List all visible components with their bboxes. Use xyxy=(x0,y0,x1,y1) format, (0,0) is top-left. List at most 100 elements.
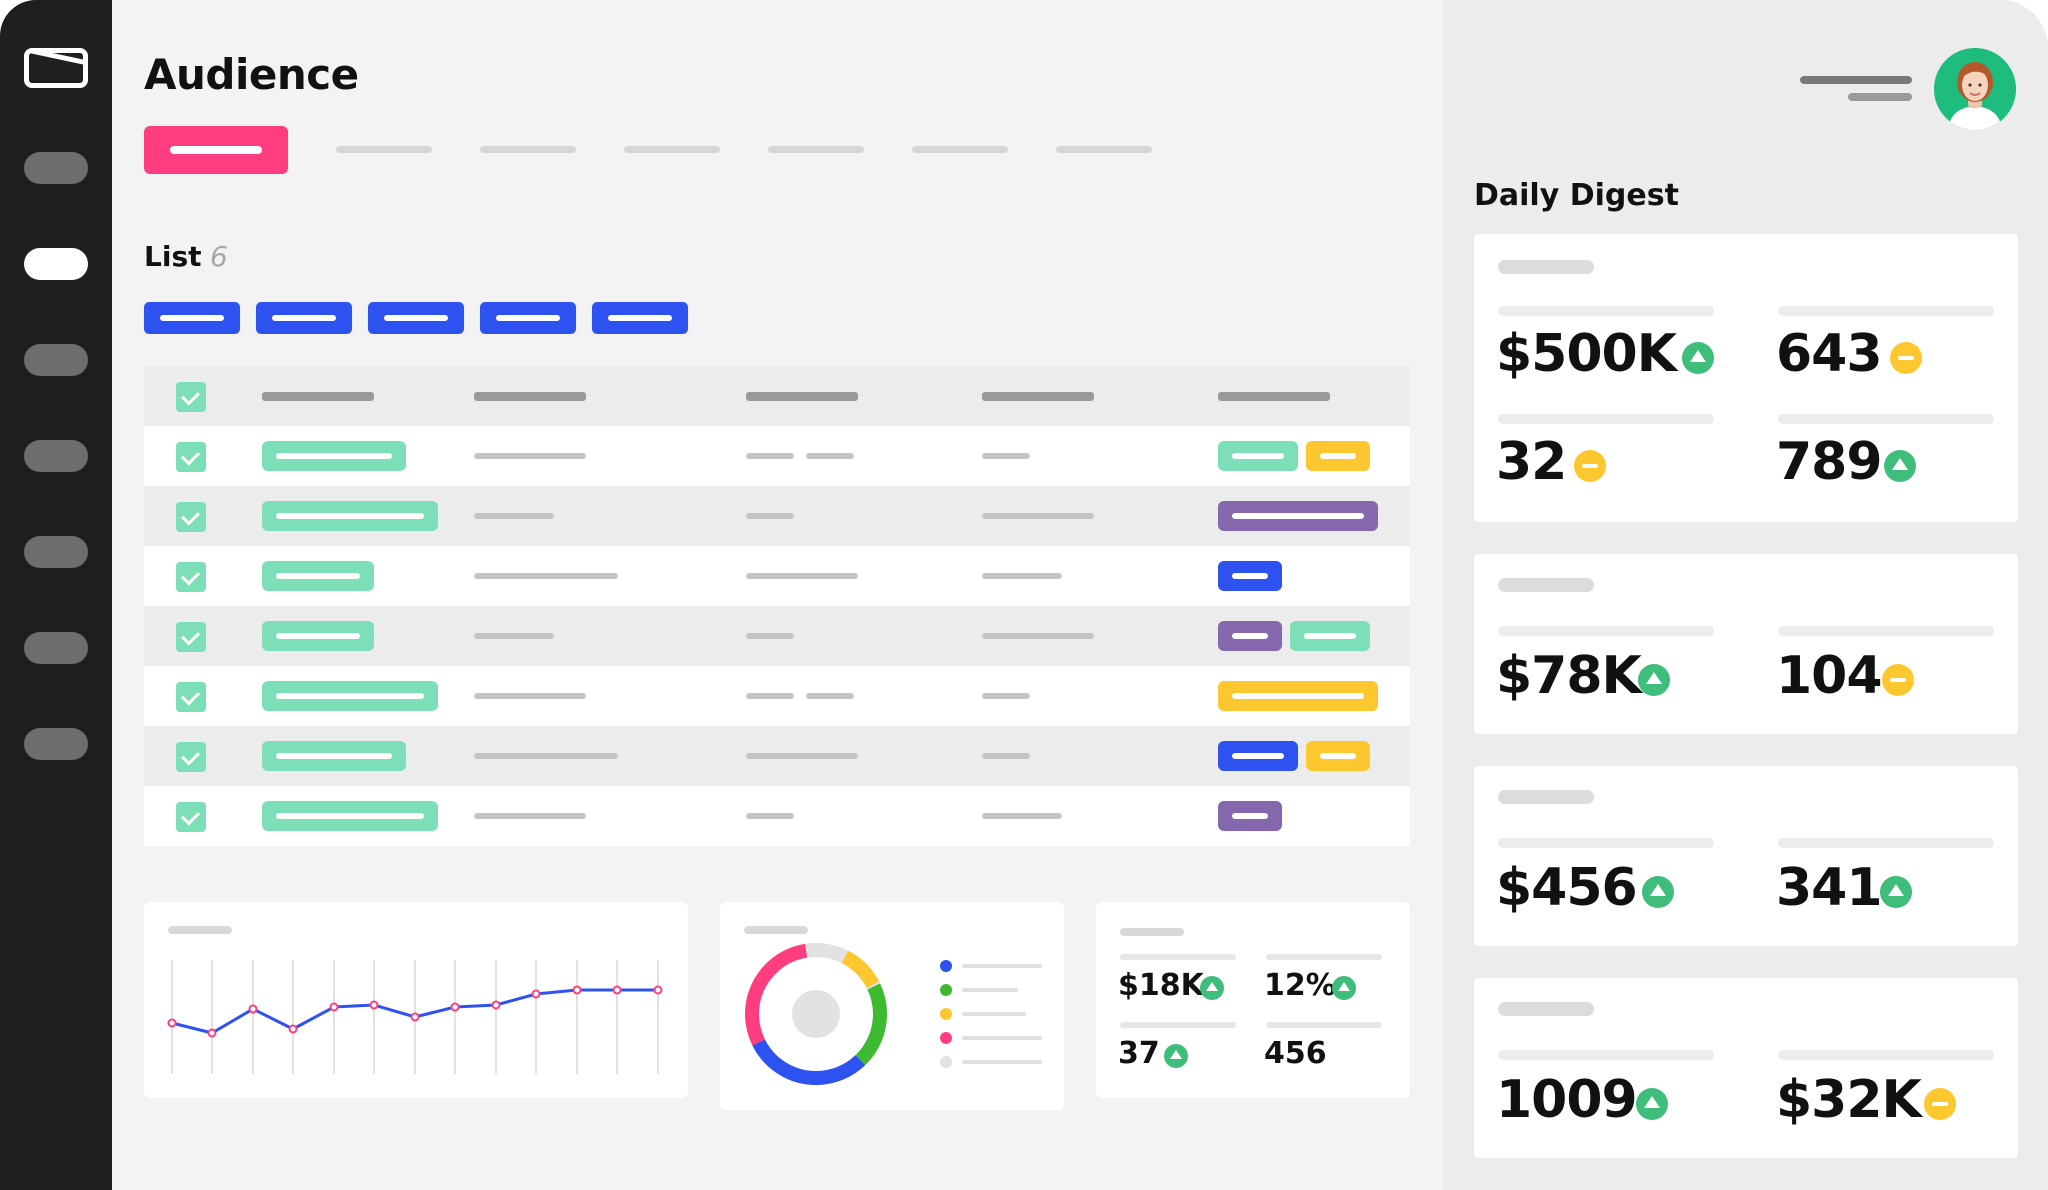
row-checkbox[interactable] xyxy=(176,562,206,592)
tab-6[interactable] xyxy=(912,146,1008,153)
sidebar-item-6[interactable] xyxy=(24,632,88,664)
list-title: List xyxy=(144,240,202,273)
row-checkbox[interactable] xyxy=(176,802,206,832)
column-header[interactable] xyxy=(982,392,1094,401)
column-header[interactable] xyxy=(474,392,586,401)
row-checkbox[interactable] xyxy=(176,502,206,532)
legend-label xyxy=(962,1012,1026,1016)
table-row[interactable] xyxy=(144,486,1410,546)
digest-value: 1009 xyxy=(1496,1070,1638,1130)
trend-up-icon xyxy=(1200,976,1224,1000)
tab-7[interactable] xyxy=(1056,146,1152,153)
trend-flat-icon xyxy=(1882,664,1914,696)
cell-text xyxy=(746,633,794,639)
table-row[interactable] xyxy=(144,606,1410,666)
table-row[interactable] xyxy=(144,666,1410,726)
sidebar-item-7[interactable] xyxy=(24,728,88,760)
row-checkbox[interactable] xyxy=(176,682,206,712)
table-row[interactable] xyxy=(144,426,1410,486)
status-badge xyxy=(1290,621,1370,651)
card-title-bar xyxy=(168,926,232,934)
status-badge xyxy=(1218,801,1282,831)
trend-up-icon xyxy=(1636,1088,1668,1120)
cell-text xyxy=(982,633,1094,639)
tab-2[interactable] xyxy=(336,146,432,153)
cell-text xyxy=(746,753,858,759)
status-badge xyxy=(1218,501,1378,531)
label-bar xyxy=(1498,1050,1714,1060)
filter-chip-3[interactable] xyxy=(368,302,464,334)
table-row[interactable] xyxy=(144,726,1410,786)
tab-5[interactable] xyxy=(768,146,864,153)
cell-text xyxy=(746,513,794,519)
status-badge xyxy=(1218,561,1282,591)
digest-title: Daily Digest xyxy=(1474,178,1679,213)
cell-text xyxy=(982,693,1030,699)
trend-up-icon xyxy=(1884,450,1916,482)
name-tag xyxy=(262,501,438,531)
tab-active[interactable] xyxy=(144,126,288,174)
row-checkbox[interactable] xyxy=(176,442,206,472)
digest-value: 104 xyxy=(1776,646,1883,706)
sidebar-item-3[interactable] xyxy=(24,344,88,376)
label-bar xyxy=(1498,414,1714,424)
digest-card: $456 341 xyxy=(1474,766,2018,946)
row-checkbox[interactable] xyxy=(176,622,206,652)
card-title-bar xyxy=(1498,790,1594,804)
cell-text xyxy=(746,573,858,579)
tab-3[interactable] xyxy=(480,146,576,153)
cell-text xyxy=(474,693,586,699)
label-bar xyxy=(1266,1022,1382,1028)
label-bar xyxy=(1778,306,1994,316)
cell-text xyxy=(474,573,618,579)
row-checkbox[interactable] xyxy=(176,742,206,772)
page-title: Audience xyxy=(144,50,359,99)
legend-label xyxy=(962,988,1018,992)
avatar[interactable] xyxy=(1934,48,2016,130)
status-badge xyxy=(1218,741,1298,771)
cell-text xyxy=(474,633,554,639)
trend-up-icon xyxy=(1642,876,1674,908)
digest-value: $500K xyxy=(1496,324,1677,384)
label-bar xyxy=(1778,838,1994,848)
filter-chip-2[interactable] xyxy=(256,302,352,334)
cell-text xyxy=(806,693,854,699)
cell-text xyxy=(982,753,1030,759)
filter-chip-4[interactable] xyxy=(480,302,576,334)
card-title-bar xyxy=(1120,928,1184,936)
label-bar xyxy=(1498,306,1714,316)
name-tag xyxy=(262,741,406,771)
card-title-bar xyxy=(744,926,808,934)
digest-value: 789 xyxy=(1776,432,1883,492)
sidebar-item-audience[interactable] xyxy=(24,248,88,280)
menu-icon[interactable] xyxy=(1800,76,1912,84)
column-header[interactable] xyxy=(1218,392,1330,401)
sidebar-item-1[interactable] xyxy=(24,152,88,184)
table-row[interactable] xyxy=(144,546,1410,606)
filter-chip-5[interactable] xyxy=(592,302,688,334)
name-tag xyxy=(262,621,374,651)
cell-text xyxy=(474,513,554,519)
sidebar-item-4[interactable] xyxy=(24,440,88,472)
column-header[interactable] xyxy=(262,392,374,401)
stat-value: 12% xyxy=(1264,968,1336,1003)
donut-chart xyxy=(745,943,887,1085)
mini-stats-card: $18K 12% 37 456 xyxy=(1096,902,1410,1098)
tab-4[interactable] xyxy=(624,146,720,153)
trend-up-icon xyxy=(1332,976,1356,1000)
column-header[interactable] xyxy=(746,392,858,401)
cell-text xyxy=(746,693,794,699)
legend-label xyxy=(962,1060,1042,1064)
sidebar-item-5[interactable] xyxy=(24,536,88,568)
envelope-logo-icon[interactable] xyxy=(24,48,88,88)
select-all-checkbox[interactable] xyxy=(176,382,206,412)
cell-text xyxy=(474,453,586,459)
legend-dot xyxy=(940,960,952,972)
label-bar xyxy=(1778,1050,1994,1060)
card-title-bar xyxy=(1498,260,1594,274)
trend-up-icon xyxy=(1638,664,1670,696)
filter-chip-1[interactable] xyxy=(144,302,240,334)
name-tag xyxy=(262,801,438,831)
label-bar xyxy=(1120,954,1236,960)
table-row[interactable] xyxy=(144,786,1410,846)
